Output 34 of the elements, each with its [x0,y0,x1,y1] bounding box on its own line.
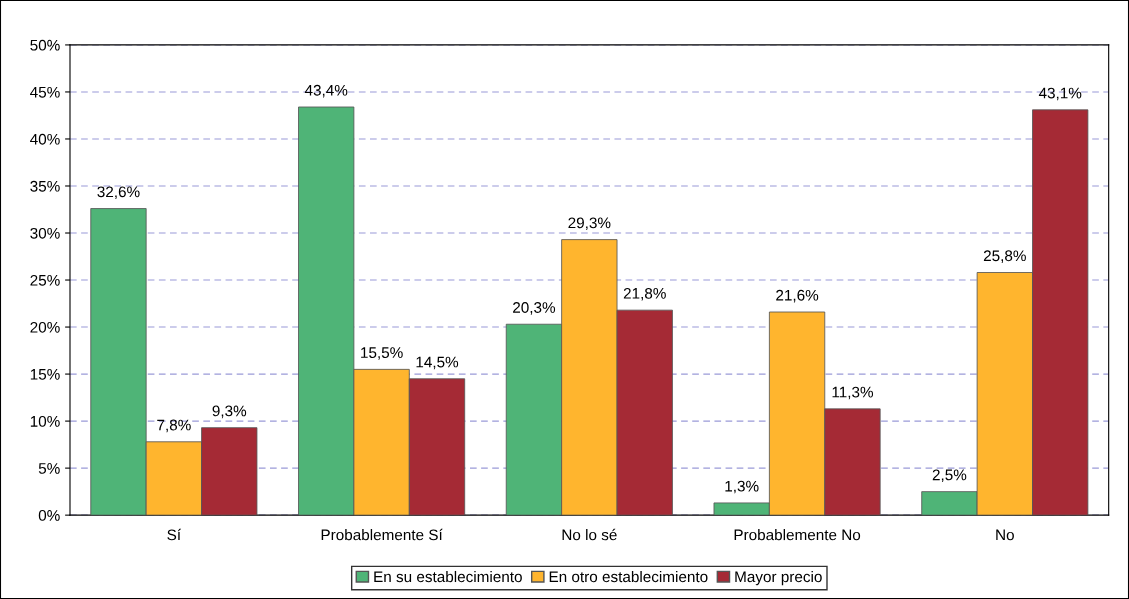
y-tick-label: 50% [30,39,60,51]
data-label: 7,8% [157,419,191,433]
y-tick-label: 40% [30,133,60,145]
y-tick-label: 20% [30,321,60,333]
data-label: 11,3% [832,386,874,400]
data-label: 21,6% [776,289,819,303]
data-label: 25,8% [983,250,1026,263]
y-tick-label: 30% [30,227,60,239]
data-label: 1,3% [725,480,759,494]
y-tick-label: 10% [30,415,60,427]
y-tick-label: 25% [30,274,60,286]
x-tick-label: Probablemente Sí [321,528,443,541]
x-tick-label: No [996,529,1014,541]
y-tick-label: 0% [38,510,60,521]
y-tick-label: 15% [30,369,60,380]
data-label: 21,8% [623,287,666,301]
y-tick-label: 45% [30,86,60,98]
x-tick-label: Probablemente No [734,529,861,541]
y-tick-label: 35% [30,180,60,192]
legend-label: En su establecimiento [374,570,522,583]
data-label: 29,3% [568,217,611,231]
data-label: 20,3% [513,302,556,315]
data-label: 32,6% [97,186,140,200]
legend-label: En otro establecimiento [549,570,708,583]
data-label: 43,4% [304,84,348,98]
legend-label: Mayor precio [735,570,822,586]
x-tick-label: Sí [167,528,182,541]
data-label: 14,5% [416,356,459,370]
data-label: 43,1% [1038,87,1082,101]
data-label: 15,5% [361,347,403,360]
x-tick-label: No lo sé [562,528,617,541]
y-tick-label: 5% [38,463,60,474]
data-label: 2,5% [932,469,967,483]
data-label: 9,3% [212,405,247,419]
